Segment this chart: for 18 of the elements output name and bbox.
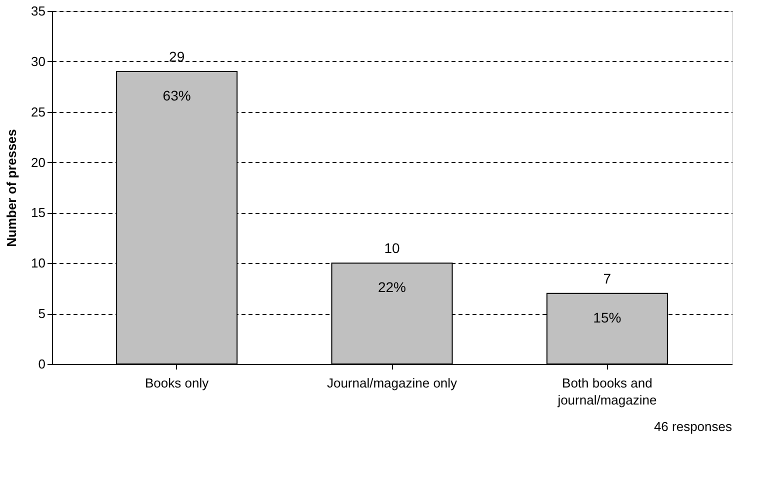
y-axis-title: Number of presses: [4, 129, 20, 247]
data-label: 7: [603, 270, 612, 286]
data-label: 10: [384, 240, 400, 256]
y-tick-label: 10: [31, 256, 46, 271]
x-tick-label: Books only: [145, 376, 210, 390]
y-tick-label: 20: [31, 154, 46, 170]
y-tick-label: 35: [31, 4, 46, 18]
text: 46 responses: [654, 419, 732, 434]
y-tick-label: 0: [38, 356, 46, 372]
x-tick-label: Journal/magazine only: [326, 376, 458, 390]
y-tick-label: 25: [31, 104, 46, 120]
y-tick-label: 30: [31, 54, 46, 69]
annotation: 63%: [162, 88, 191, 104]
x-tick-label: Both books and journal/magazine: [556, 376, 657, 408]
y-tick-label: 5: [38, 306, 46, 322]
annotation: 22%: [378, 279, 406, 296]
y-tick-label: 15: [31, 205, 46, 220]
annotation: 15%: [593, 309, 622, 326]
